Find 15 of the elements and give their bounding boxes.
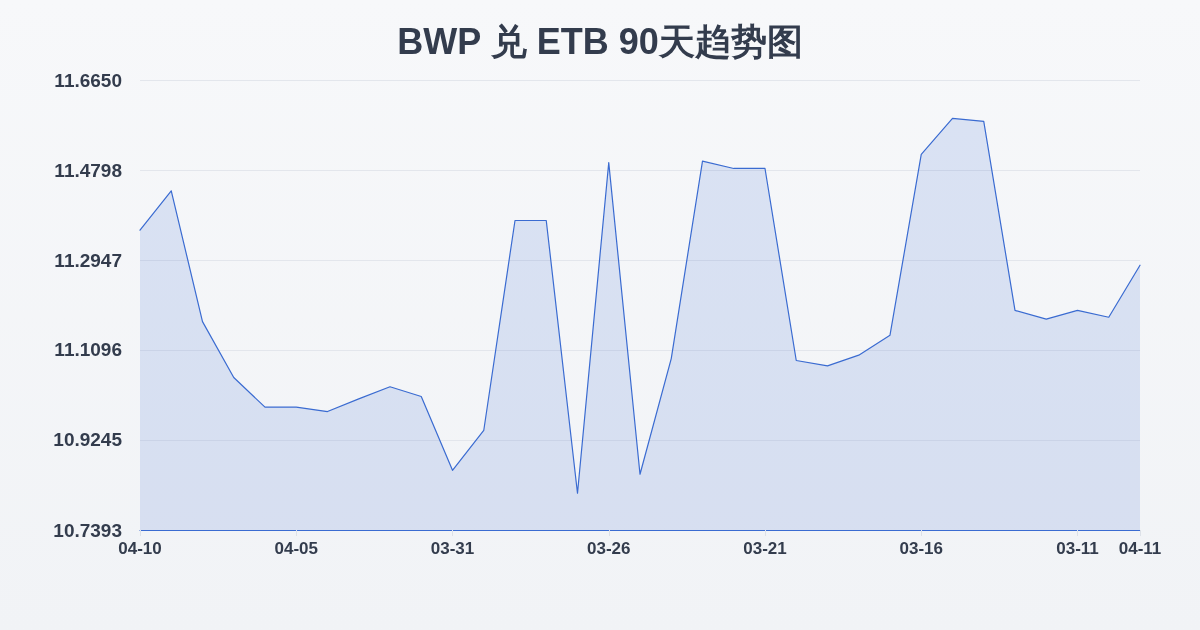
y-tick-label: 11.4798 <box>54 159 122 181</box>
x-tick-label: 03-11 <box>1056 539 1099 558</box>
x-tick-label: 03-26 <box>587 539 631 558</box>
y-tick-label: 10.9245 <box>53 429 123 451</box>
x-tick-label: 04-11 <box>1118 539 1162 558</box>
x-tick-label: 03-16 <box>899 539 943 558</box>
x-tick-label: 04-10 <box>118 539 162 558</box>
chart-title: BWP 兑 ETB 90天趋势图 <box>397 20 803 62</box>
x-tick-label: 04-05 <box>274 539 318 558</box>
y-tick-label: 11.2947 <box>54 249 122 271</box>
x-tick-label: 03-21 <box>743 539 787 558</box>
y-tick-label: 11.1096 <box>54 339 122 361</box>
y-tick-label: 10.7393 <box>53 519 122 541</box>
x-tick-label: 03-31 <box>430 539 475 558</box>
y-tick-label: 11.6650 <box>54 69 122 91</box>
